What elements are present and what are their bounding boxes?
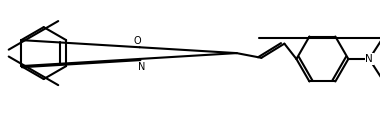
Text: N: N <box>138 62 145 72</box>
Text: O: O <box>134 36 142 46</box>
Text: N: N <box>365 54 373 64</box>
